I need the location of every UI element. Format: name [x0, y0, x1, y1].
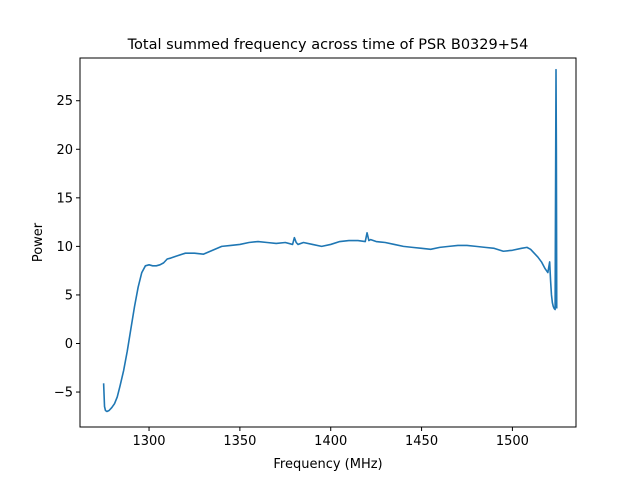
- chart-title: Total summed frequency across time of PS…: [127, 37, 529, 53]
- y-tick-label: −5: [54, 386, 73, 401]
- y-tick-label: 25: [56, 94, 73, 109]
- series-line-0: [102, 68, 558, 413]
- y-axis: −5 0 5 10 15 20 25: [54, 94, 80, 401]
- x-axis-label: Frequency (MHz): [273, 457, 382, 472]
- y-tick-label: 20: [56, 143, 73, 158]
- x-tick-label: 1450: [405, 434, 438, 449]
- y-axis-label: Power: [31, 222, 46, 262]
- y-tick-label: 0: [65, 337, 73, 352]
- y-tick-label: 15: [56, 191, 73, 206]
- x-tick-label: 1400: [314, 434, 347, 449]
- y-tick-label: 5: [65, 288, 73, 303]
- x-tick-label: 1300: [132, 434, 165, 449]
- x-tick-label: 1500: [496, 434, 529, 449]
- x-tick-label: 1350: [223, 434, 256, 449]
- plot-frame: [79, 57, 577, 428]
- x-axis: 1300 1350 1400 1450 1500: [132, 427, 529, 449]
- y-tick-label: 10: [56, 240, 73, 255]
